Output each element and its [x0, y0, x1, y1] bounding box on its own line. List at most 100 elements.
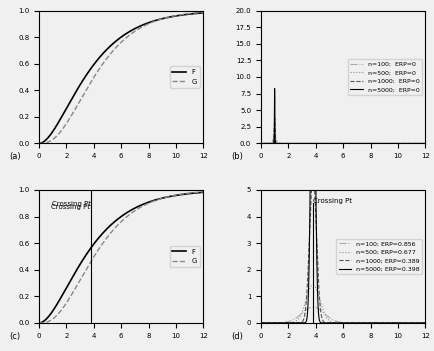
n=500;  ERP=0 [325, 141, 330, 146]
Text: (a): (a) [10, 152, 21, 161]
n=1000; ERP=0.389 [390, 321, 395, 325]
G [201, 190, 206, 194]
n=1000;  ERP=0 [275, 141, 280, 146]
n=5000; ERP=0.398 [423, 321, 428, 325]
G [134, 207, 139, 212]
G [36, 141, 42, 146]
Line: n=100;  ERP=0: n=100; ERP=0 [261, 135, 425, 144]
n=5000; ERP=0.398 [331, 321, 336, 325]
G [171, 14, 176, 18]
n=500; ERP=0.677 [331, 320, 336, 325]
Line: n=500;  ERP=0: n=500; ERP=0 [261, 126, 425, 144]
Text: (d): (d) [231, 332, 243, 341]
F [115, 217, 121, 221]
G [201, 10, 206, 14]
n=500;  ERP=0 [296, 141, 301, 146]
n=1000; ERP=0.389 [275, 321, 280, 325]
n=1000;  ERP=0 [423, 141, 428, 146]
n=100; ERP=0.856 [390, 321, 395, 325]
Line: n=1000; ERP=0.389: n=1000; ERP=0.389 [261, 174, 425, 323]
G [115, 43, 121, 47]
n=5000;  ERP=0 [372, 141, 377, 146]
G [115, 223, 121, 227]
n=1000; ERP=0.389 [325, 321, 330, 325]
n=5000;  ERP=0 [423, 141, 428, 146]
G [125, 34, 131, 38]
G [197, 11, 202, 15]
n=100; ERP=0.856 [372, 321, 377, 325]
Legend: F, G: F, G [170, 246, 200, 267]
F [201, 11, 206, 15]
F [171, 14, 176, 18]
n=5000;  ERP=0 [275, 141, 280, 146]
n=1000;  ERP=0 [390, 141, 395, 146]
F [125, 210, 131, 214]
n=100;  ERP=0 [325, 141, 330, 146]
n=5000; ERP=0.398 [275, 321, 280, 325]
F [115, 38, 120, 42]
n=1000; ERP=0.389 [310, 172, 316, 177]
n=100; ERP=0.856 [325, 314, 330, 318]
n=100;  ERP=0 [275, 141, 280, 145]
n=100; ERP=0.856 [331, 318, 336, 322]
n=100; ERP=0.856 [310, 305, 316, 309]
Legend: n=100; ERP=0.856, n=500; ERP=0.677, n=1000; ERP=0.389, n=5000; ERP=0.398: n=100; ERP=0.856, n=500; ERP=0.677, n=10… [336, 239, 422, 274]
n=5000;  ERP=0 [390, 141, 395, 146]
n=1000; ERP=0.389 [258, 321, 263, 325]
F [36, 321, 42, 325]
n=5000; ERP=0.398 [258, 321, 263, 325]
n=5000;  ERP=0 [325, 141, 330, 146]
F [115, 37, 121, 41]
n=100; ERP=0.856 [423, 321, 428, 325]
Text: Crossing Pt: Crossing Pt [313, 198, 352, 204]
Line: n=1000;  ERP=0: n=1000; ERP=0 [261, 118, 425, 144]
F [197, 11, 202, 15]
Line: G: G [39, 192, 204, 323]
Text: Crossing Pt: Crossing Pt [52, 201, 91, 207]
n=500; ERP=0.677 [423, 321, 428, 325]
n=500;  ERP=0 [331, 141, 336, 146]
F [197, 191, 202, 195]
Legend: n=100;  ERP=0, n=500;  ERP=0, n=1000;  ERP=0, n=5000;  ERP=0: n=100; ERP=0, n=500; ERP=0, n=1000; ERP=… [348, 59, 422, 95]
n=100;  ERP=0 [387, 141, 392, 146]
n=5000;  ERP=0 [258, 141, 263, 146]
n=500; ERP=0.677 [325, 317, 330, 321]
F [36, 141, 42, 146]
Line: F: F [39, 13, 204, 144]
n=100;  ERP=0 [423, 141, 428, 146]
Line: n=5000;  ERP=0: n=5000; ERP=0 [261, 88, 425, 144]
n=1000; ERP=0.389 [372, 321, 377, 325]
n=1000; ERP=0.389 [423, 321, 428, 325]
G [125, 214, 131, 218]
F [201, 190, 206, 194]
n=1000; ERP=0.389 [331, 321, 336, 325]
Line: G: G [39, 12, 204, 144]
n=100;  ERP=0 [331, 141, 336, 146]
n=100;  ERP=0 [272, 133, 277, 138]
Text: Crossing Pt: Crossing Pt [51, 204, 90, 210]
Legend: F, G: F, G [170, 66, 200, 87]
F [125, 31, 131, 35]
n=5000; ERP=0.398 [390, 321, 395, 325]
F [134, 205, 139, 209]
G [115, 44, 120, 48]
n=1000;  ERP=0 [258, 141, 263, 146]
Line: n=5000; ERP=0.398: n=5000; ERP=0.398 [261, 0, 425, 323]
n=100; ERP=0.856 [275, 321, 280, 325]
n=100;  ERP=0 [390, 141, 395, 146]
n=100; ERP=0.856 [387, 321, 392, 325]
G [36, 321, 42, 325]
n=500;  ERP=0 [372, 141, 377, 146]
n=500;  ERP=0 [390, 141, 395, 146]
F [171, 194, 176, 198]
n=1000;  ERP=0 [272, 116, 277, 120]
Line: n=500; ERP=0.677: n=500; ERP=0.677 [261, 285, 425, 323]
n=1000;  ERP=0 [289, 141, 294, 146]
F [134, 26, 139, 30]
n=5000; ERP=0.398 [387, 321, 392, 325]
Line: n=100; ERP=0.856: n=100; ERP=0.856 [261, 307, 425, 323]
n=5000;  ERP=0 [387, 141, 392, 146]
n=5000;  ERP=0 [331, 141, 336, 146]
n=500; ERP=0.677 [275, 321, 280, 325]
n=500;  ERP=0 [272, 124, 277, 128]
